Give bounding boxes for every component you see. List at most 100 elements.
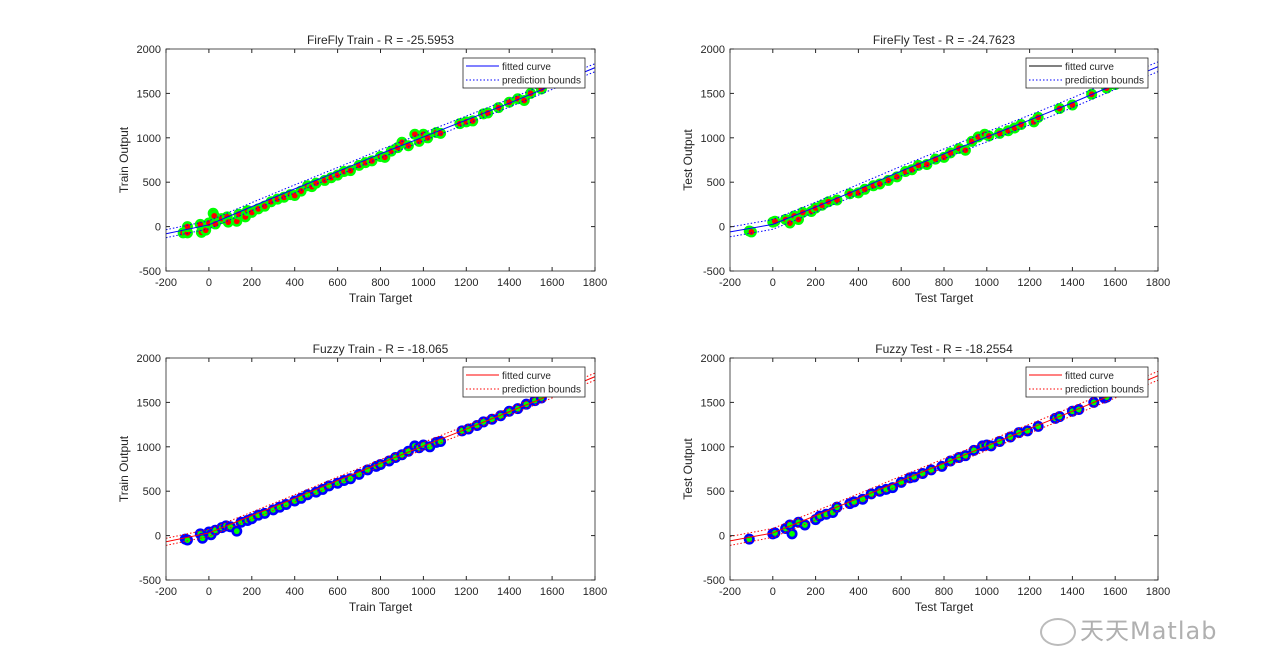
subplot-2: -200 0 200 400 600 800 1000 1200 1400 1600 1800 -50… [681,33,1170,305]
data-point [936,460,948,472]
x-tick-label: 400 [849,586,867,598]
subplot-1: -200 0 200 400 600 800 1000 1200 1400 1600 1800 -50… [117,33,607,305]
x-axis-label: Test Target [915,600,974,614]
x-tick-label: 1400 [1060,277,1084,289]
legend-entry: fitted curve [1065,62,1114,73]
data-point [799,519,811,531]
legend-box [1025,57,1149,89]
fitted-curve [166,376,595,543]
legend-entry: prediction bounds [502,76,581,87]
legend: fitted curve prediction bounds [1025,366,1149,398]
legend-box [462,366,586,398]
data-point [786,528,798,540]
y-tick-label: 500 [143,177,161,189]
lower-prediction-bound [166,71,595,239]
x-axis-label: Test Target [915,291,974,305]
data-point [769,215,781,227]
x-tick-label: 200 [243,277,261,289]
y-axis-label: Train Output [117,126,131,193]
chart-title: Fuzzy Train - R = -18.065 [313,342,449,356]
data-point [887,482,899,494]
x-tick-label: 0 [770,586,776,598]
y-tick-label: 1000 [137,133,161,145]
x-axis-label: Train Target [349,291,413,305]
x-tick-label: 1000 [975,586,999,598]
plot-content [166,372,595,546]
y-tick-label: -500 [139,266,161,278]
watermark: 天天Matlab [1040,616,1217,646]
x-tick-label: 1200 [454,586,478,598]
y-tick-label: 1500 [137,88,161,100]
y-tick-label: 2000 [701,44,725,56]
upper-prediction-bound [166,63,595,231]
y-tick-label: -500 [703,266,725,278]
legend: fitted curve prediction bounds [1025,57,1149,89]
fitted-curve [730,66,1158,233]
x-tick-label: 1800 [583,586,607,598]
legend: fitted curve prediction bounds [462,366,586,398]
y-tick-label: 1500 [701,397,725,409]
x-tick-label: 1200 [454,277,478,289]
legend-entry: fitted curve [1065,371,1114,382]
x-tick-label: 600 [892,586,910,598]
subplot-4: -200 0 200 400 600 800 1000 1200 1400 1600 1800 -50… [681,342,1170,614]
data-point [379,151,391,163]
legend-entry: fitted curve [502,371,551,382]
legend: fitted curve prediction bounds [462,57,586,89]
x-tick-label: 400 [849,277,867,289]
legend-entry: prediction bounds [502,385,581,396]
y-tick-label: 0 [719,531,725,543]
y-tick-label: 0 [155,531,161,543]
upper-prediction-bound [730,370,1158,537]
x-tick-label: 0 [206,277,212,289]
legend-entry: prediction bounds [1065,385,1144,396]
x-tick-label: 400 [286,277,304,289]
chart-title: Fuzzy Test - R = -18.2554 [875,342,1013,356]
x-tick-label: 1600 [1103,586,1127,598]
data-point [959,144,971,156]
x-tick-label: 400 [286,586,304,598]
y-tick-label: 500 [143,486,161,498]
x-tick-label: 800 [371,277,389,289]
y-tick-label: 1500 [137,397,161,409]
lower-prediction-bound [730,71,1158,238]
chart-title: FireFly Test - R = -24.7623 [873,33,1015,47]
x-tick-label: 1400 [497,586,521,598]
y-tick-label: -500 [703,575,725,587]
x-tick-label: 1200 [1017,277,1041,289]
y-tick-label: 0 [155,222,161,234]
wechat-icon [1040,618,1076,646]
upper-prediction-bound [166,372,595,539]
y-tick-label: 500 [707,177,725,189]
y-tick-label: 1000 [701,133,725,145]
x-tick-label: 1800 [1146,586,1170,598]
chart-title: FireFly Train - R = -25.5953 [307,33,454,47]
x-tick-label: -200 [155,586,177,598]
x-tick-label: 200 [806,586,824,598]
x-tick-label: 1600 [540,586,564,598]
x-tick-label: 600 [328,277,346,289]
x-tick-label: 0 [770,277,776,289]
x-tick-label: -200 [719,277,741,289]
legend-box [1025,366,1149,398]
x-tick-label: 1000 [411,277,435,289]
x-tick-label: 1200 [1017,586,1041,598]
plot-content [166,63,595,239]
y-tick-label: -500 [139,575,161,587]
y-axis-label: Test Output [681,129,695,191]
data-point [222,216,234,228]
y-tick-label: 0 [719,222,725,234]
y-axis-label: Test Output [681,438,695,500]
y-tick-label: 2000 [137,44,161,56]
upper-prediction-bound [730,61,1158,228]
y-tick-label: 1500 [701,88,725,100]
x-tick-label: 800 [935,277,953,289]
x-tick-label: 200 [806,277,824,289]
x-tick-label: 800 [371,586,389,598]
legend-box [462,57,586,89]
lower-prediction-bound [730,379,1158,546]
watermark-text: 天天Matlab [1080,617,1218,645]
fitted-curve [166,67,595,235]
legend-entry: fitted curve [502,62,551,73]
data-point [518,95,530,107]
